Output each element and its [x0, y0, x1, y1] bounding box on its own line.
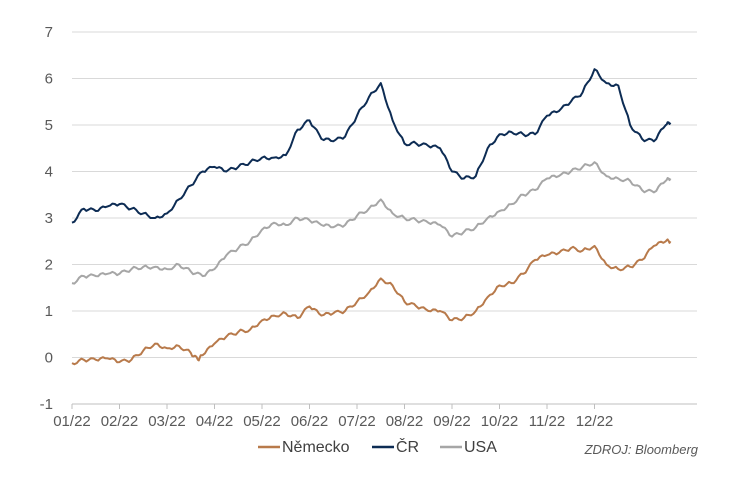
y-tick-label: 2 — [45, 257, 53, 274]
x-tick-label: 10/22 — [481, 413, 519, 430]
series-line-2 — [71, 161, 672, 285]
legend-label: Německo — [282, 439, 350, 456]
x-tick-label: 06/22 — [291, 413, 329, 430]
y-tick-label: 0 — [45, 350, 53, 367]
y-tick-label: -1 — [40, 396, 53, 413]
x-tick-label: 02/22 — [101, 413, 139, 430]
legend: Německo ČR USA — [258, 437, 497, 456]
x-tick-label: 12/22 — [576, 413, 614, 430]
y-tick-label: 5 — [45, 117, 53, 134]
y-tick-label: 3 — [45, 210, 53, 227]
x-tick-label: 01/22 — [53, 413, 91, 430]
x-axis-ticks: 01/22 02/22 03/22 04/22 05/22 06/22 07/22 08/22… — [53, 404, 613, 430]
legend-label: ČR — [396, 437, 419, 456]
legend-label: USA — [464, 439, 497, 456]
y-axis-ticks: -1 0 1 2 3 4 5 6 7 — [40, 24, 53, 413]
x-tick-label: 11/22 — [529, 413, 565, 430]
series-lines — [71, 68, 672, 366]
x-tick-label: 09/22 — [433, 413, 471, 430]
x-tick-label: 08/22 — [386, 413, 424, 430]
source-note: ZDROJ: Bloomberg — [584, 442, 699, 457]
x-tick-label: 04/22 — [196, 413, 234, 430]
x-tick-label: 03/22 — [148, 413, 186, 430]
y-tick-label: 7 — [45, 24, 53, 41]
x-tick-label: 05/22 — [243, 413, 281, 430]
series-line-1 — [71, 68, 672, 224]
y-tick-label: 6 — [45, 71, 53, 88]
series-line-0 — [71, 238, 672, 366]
y-tick-label: 4 — [45, 164, 53, 181]
x-tick-label: 07/22 — [338, 413, 376, 430]
y-tick-label: 1 — [45, 303, 53, 320]
